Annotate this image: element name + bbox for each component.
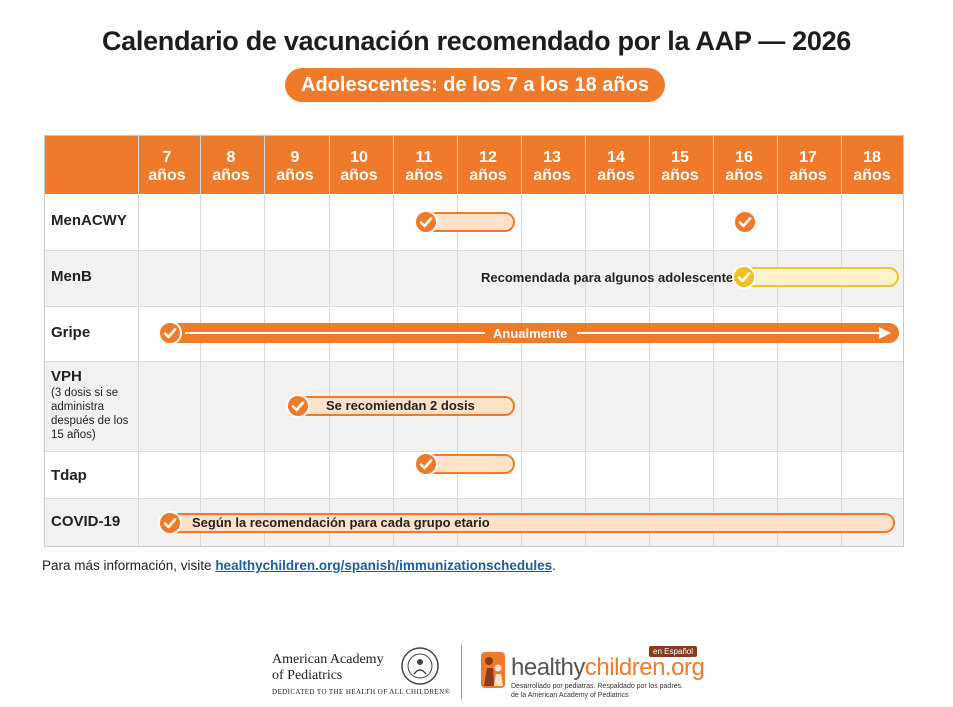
footer-info: Para más información, visite healthychil… xyxy=(42,558,556,573)
hc-subtitle: Desarrollado por pediatras. Respaldado p… xyxy=(511,683,683,699)
info-link[interactable]: healthychildren.org/spanish/immunization… xyxy=(215,558,553,573)
check-icon xyxy=(414,452,438,476)
footer-text: Para más información, visite xyxy=(42,558,216,573)
hc-wordmark: healthychildren.org xyxy=(511,654,705,681)
arrow-icon xyxy=(185,327,891,339)
check-icon xyxy=(733,210,757,234)
check-icon xyxy=(158,511,182,535)
age-header-16: 16 años xyxy=(725,149,763,184)
table-header: 7 años 8 años 9 años 10 años 11 años 12 años 1… xyxy=(45,136,903,194)
age-header-14: 14 años xyxy=(597,149,635,184)
aap-name-line1: American Academy xyxy=(272,652,384,667)
vaccine-label-covid: COVID-19 xyxy=(51,513,121,530)
check-icon xyxy=(732,265,756,289)
grid-line xyxy=(45,306,903,307)
logo-divider xyxy=(461,645,462,699)
menb-range-bar xyxy=(735,267,899,287)
vaccine-label-tdap: Tdap xyxy=(51,467,87,484)
age-header-8: 8 años xyxy=(212,149,250,184)
aap-seal-icon xyxy=(401,647,439,685)
age-header-17: 17 años xyxy=(789,149,827,184)
vaccine-label-gripe: Gripe xyxy=(51,324,91,341)
gripe-note: Anualmente xyxy=(493,326,568,341)
vaccine-sublabel-vph: (3 dosis si se administra después de los… xyxy=(51,387,129,441)
age-header-9: 9 años xyxy=(276,149,314,184)
aap-name-line2: of Pediatrics xyxy=(272,668,343,683)
page-title: Calendario de vacunación recomendado por… xyxy=(101,26,852,56)
aap-logo: American Academy of Pediatrics DEDICATED… xyxy=(272,652,450,696)
age-header-12: 12 años xyxy=(469,149,507,184)
family-icon xyxy=(481,652,505,688)
menb-note: Recomendada para algunos adolescentes xyxy=(481,270,741,285)
grid-line xyxy=(45,451,903,452)
vaccine-label-menacwy: MenACWY xyxy=(51,212,127,229)
grid-line xyxy=(45,498,903,499)
hc-badge: en Español xyxy=(649,646,698,657)
grid-line xyxy=(45,250,903,251)
vaccine-label-vph: VPH xyxy=(51,368,82,385)
grid-line xyxy=(45,361,903,362)
age-header-11: 11 años xyxy=(405,149,443,184)
vph-note: Se recomiendan 2 dosis xyxy=(326,398,475,413)
check-icon xyxy=(158,321,182,345)
check-icon xyxy=(286,394,310,418)
age-header-7: 7 años xyxy=(148,149,186,184)
footer-end: . xyxy=(552,558,556,573)
age-header-15: 15 años xyxy=(661,149,699,184)
age-range-banner: Adolescentes: de los 7 a los 18 años xyxy=(285,68,665,102)
covid-note: Según la recomendación para cada grupo e… xyxy=(192,515,490,530)
age-header-18: 18 años xyxy=(853,149,891,184)
age-header-13: 13 años xyxy=(533,149,571,184)
aap-tagline: DEDICATED TO THE HEALTH OF ALL CHILDREN® xyxy=(272,688,451,696)
vaccine-label-menb: MenB xyxy=(51,268,92,285)
schedule-table: 7 años 8 años 9 años 10 años 11 años 12 años 1… xyxy=(44,135,904,547)
age-header-10: 10 años xyxy=(340,149,378,184)
check-icon xyxy=(414,210,438,234)
grid-line xyxy=(138,136,139,546)
